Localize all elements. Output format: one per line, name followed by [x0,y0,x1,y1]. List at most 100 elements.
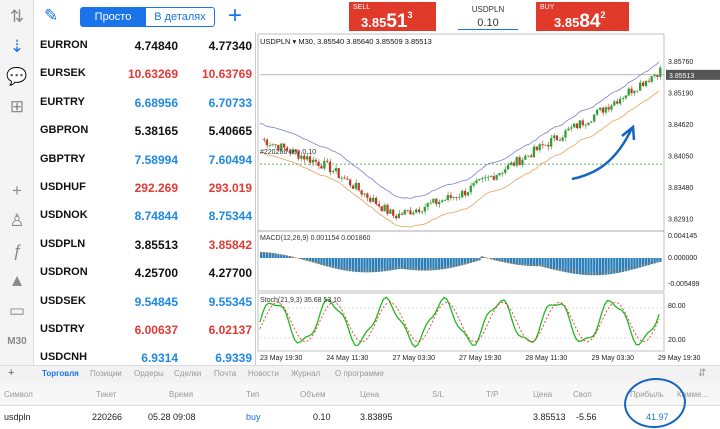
timeframe-button[interactable]: M30 [7,335,27,347]
edit-pencil-icon[interactable]: ✎ [44,6,59,25]
column-header[interactable]: Символ [4,390,33,399]
column-header[interactable]: Своп [573,390,592,399]
macd-bar [415,258,418,271]
tabs-menu-icon[interactable]: ⇵ [698,368,707,379]
macd-bar [343,258,346,271]
quote-row[interactable]: GBPTRY 7.58994 7.60494 [34,146,256,175]
macd-bar [380,258,383,272]
macd-bar [570,258,573,274]
candle-body [311,159,314,163]
trade-bar: SELL 3.85513 USDPLN 0.10 BUY 3.85842 [256,0,720,32]
quote-row[interactable]: GBPRON 5.38165 5.40665 [34,117,256,146]
left-toolbar: ⇅ ⇣ 💬 ⊞ + ♙ ƒ ▲ ▭ M30 [0,0,34,365]
column-header[interactable]: Объем [300,390,326,399]
column-header[interactable]: Тип [246,390,260,399]
time-tick: 24 May 11:30 [326,355,368,362]
candle-body [584,124,587,126]
quote-row[interactable]: USDHUF 292.269 293.019 [34,174,256,203]
macd-bar [547,258,550,269]
candle-body [392,209,395,216]
add-tab-icon[interactable]: + [8,367,15,379]
candle-body [449,195,452,198]
tab-1[interactable]: Позиции [90,369,122,378]
chat-icon[interactable]: 💬 [6,67,28,86]
quote-bid: 6.9314 [141,351,178,366]
tab-0[interactable]: Торговля [42,369,79,378]
candle-body [423,206,426,212]
position-profit: 41.97 [646,412,669,422]
detailed-view-tab[interactable]: В деталях [145,7,215,27]
new-order-icon[interactable]: ⊞ [9,97,25,116]
candle-body [326,160,329,162]
position-row[interactable]: usdpln 220266 05.28 09:08 buy 0.10 3.83895 3.8… [0,406,720,429]
column-header[interactable]: Время [169,390,194,399]
add-symbol-icon[interactable]: + [228,2,243,29]
candle-body [446,195,449,200]
macd-bar [538,258,541,267]
candle-body [607,107,610,110]
indicators-icon[interactable]: ♙ [9,211,25,230]
templates-icon[interactable]: ▭ [8,301,26,320]
macd-bar [346,258,349,271]
tab-7[interactable]: О программе [335,369,384,378]
candle-body [297,151,300,159]
sell-button[interactable]: SELL 3.85513 [349,2,436,32]
price-tick: 3.84050 [668,154,693,161]
macd-label: MACD(12,26,9) 0.001154 0.001860 [260,235,370,242]
time-tick: 27 May 03:30 [393,355,436,362]
macd-bar [527,258,530,266]
sell-price: 3.85513 [361,10,413,32]
quotes-icon[interactable]: ⇅ [9,7,25,26]
objects-icon[interactable]: ▲ [8,271,26,290]
quote-row[interactable]: EURRON 4.74840 4.77340 [34,32,256,61]
candle-body [265,139,269,146]
quote-row[interactable]: USDCNH 6.9314 6.9339 [34,344,256,373]
quote-row[interactable]: USDNOK 8.74844 8.75344 [34,202,256,231]
macd-bar [590,258,593,276]
column-header[interactable]: T/P [486,390,499,399]
order-label: #220266 buy 0.10 [260,149,316,156]
macd-bar [593,258,596,276]
column-header[interactable]: Комме... [677,390,709,399]
simple-view-tab[interactable]: Просто [80,7,146,27]
candle-body [420,211,424,213]
chart-icon[interactable]: ⇣ [9,37,25,56]
candle-body [415,209,418,213]
tab-5[interactable]: Новости [248,369,279,378]
buy-button[interactable]: BUY 3.85842 [536,2,629,32]
price-chart[interactable]: USDPLN ▾ M30, 3.85540 3.85640 3.85509 3.… [256,32,720,365]
lot-input[interactable]: 0.10 [458,17,518,30]
tab-6[interactable]: Журнал [291,369,321,378]
candle-body [575,123,579,129]
quote-row[interactable]: USDSEK 9.54845 9.55345 [34,288,256,317]
quote-row[interactable]: USDTRY 6.00637 6.02137 [34,316,256,345]
crosshair-icon[interactable]: + [12,181,22,200]
column-header[interactable]: Прибыль [630,390,664,399]
macd-bar [584,258,587,275]
macd-bar [392,258,395,270]
tab-2[interactable]: Ордеры [134,369,164,378]
macd-bar [630,258,633,270]
candle-body [604,107,607,113]
column-header[interactable]: Тикет [96,390,117,399]
quote-row[interactable]: USDRON 4.25700 4.27700 [34,259,256,288]
quote-row[interactable]: EURTRY 6.68956 6.70733 [34,89,256,118]
quote-row[interactable]: EURSEK 10.63269 10.63769 [34,60,256,89]
quote-row[interactable]: USDPLN 3.85513 3.85842 [34,231,256,260]
macd-bar [535,258,539,267]
column-header[interactable]: S/L [432,390,445,399]
macd-bar [512,258,516,265]
quote-symbol: USDHUF [40,181,86,193]
macd-bar [636,258,639,269]
tab-4[interactable]: Почта [214,369,237,378]
column-header[interactable]: Цена [533,390,553,399]
candle-body [308,156,312,163]
position-price_now: 3.85513 [533,412,566,422]
candle-body [561,137,564,141]
macd-bar [575,258,579,275]
macd-bar [440,258,444,270]
tab-3[interactable]: Сделки [174,369,202,378]
candle-body [613,101,616,106]
function-icon[interactable]: ƒ [12,241,22,260]
column-header[interactable]: Цена [360,390,380,399]
